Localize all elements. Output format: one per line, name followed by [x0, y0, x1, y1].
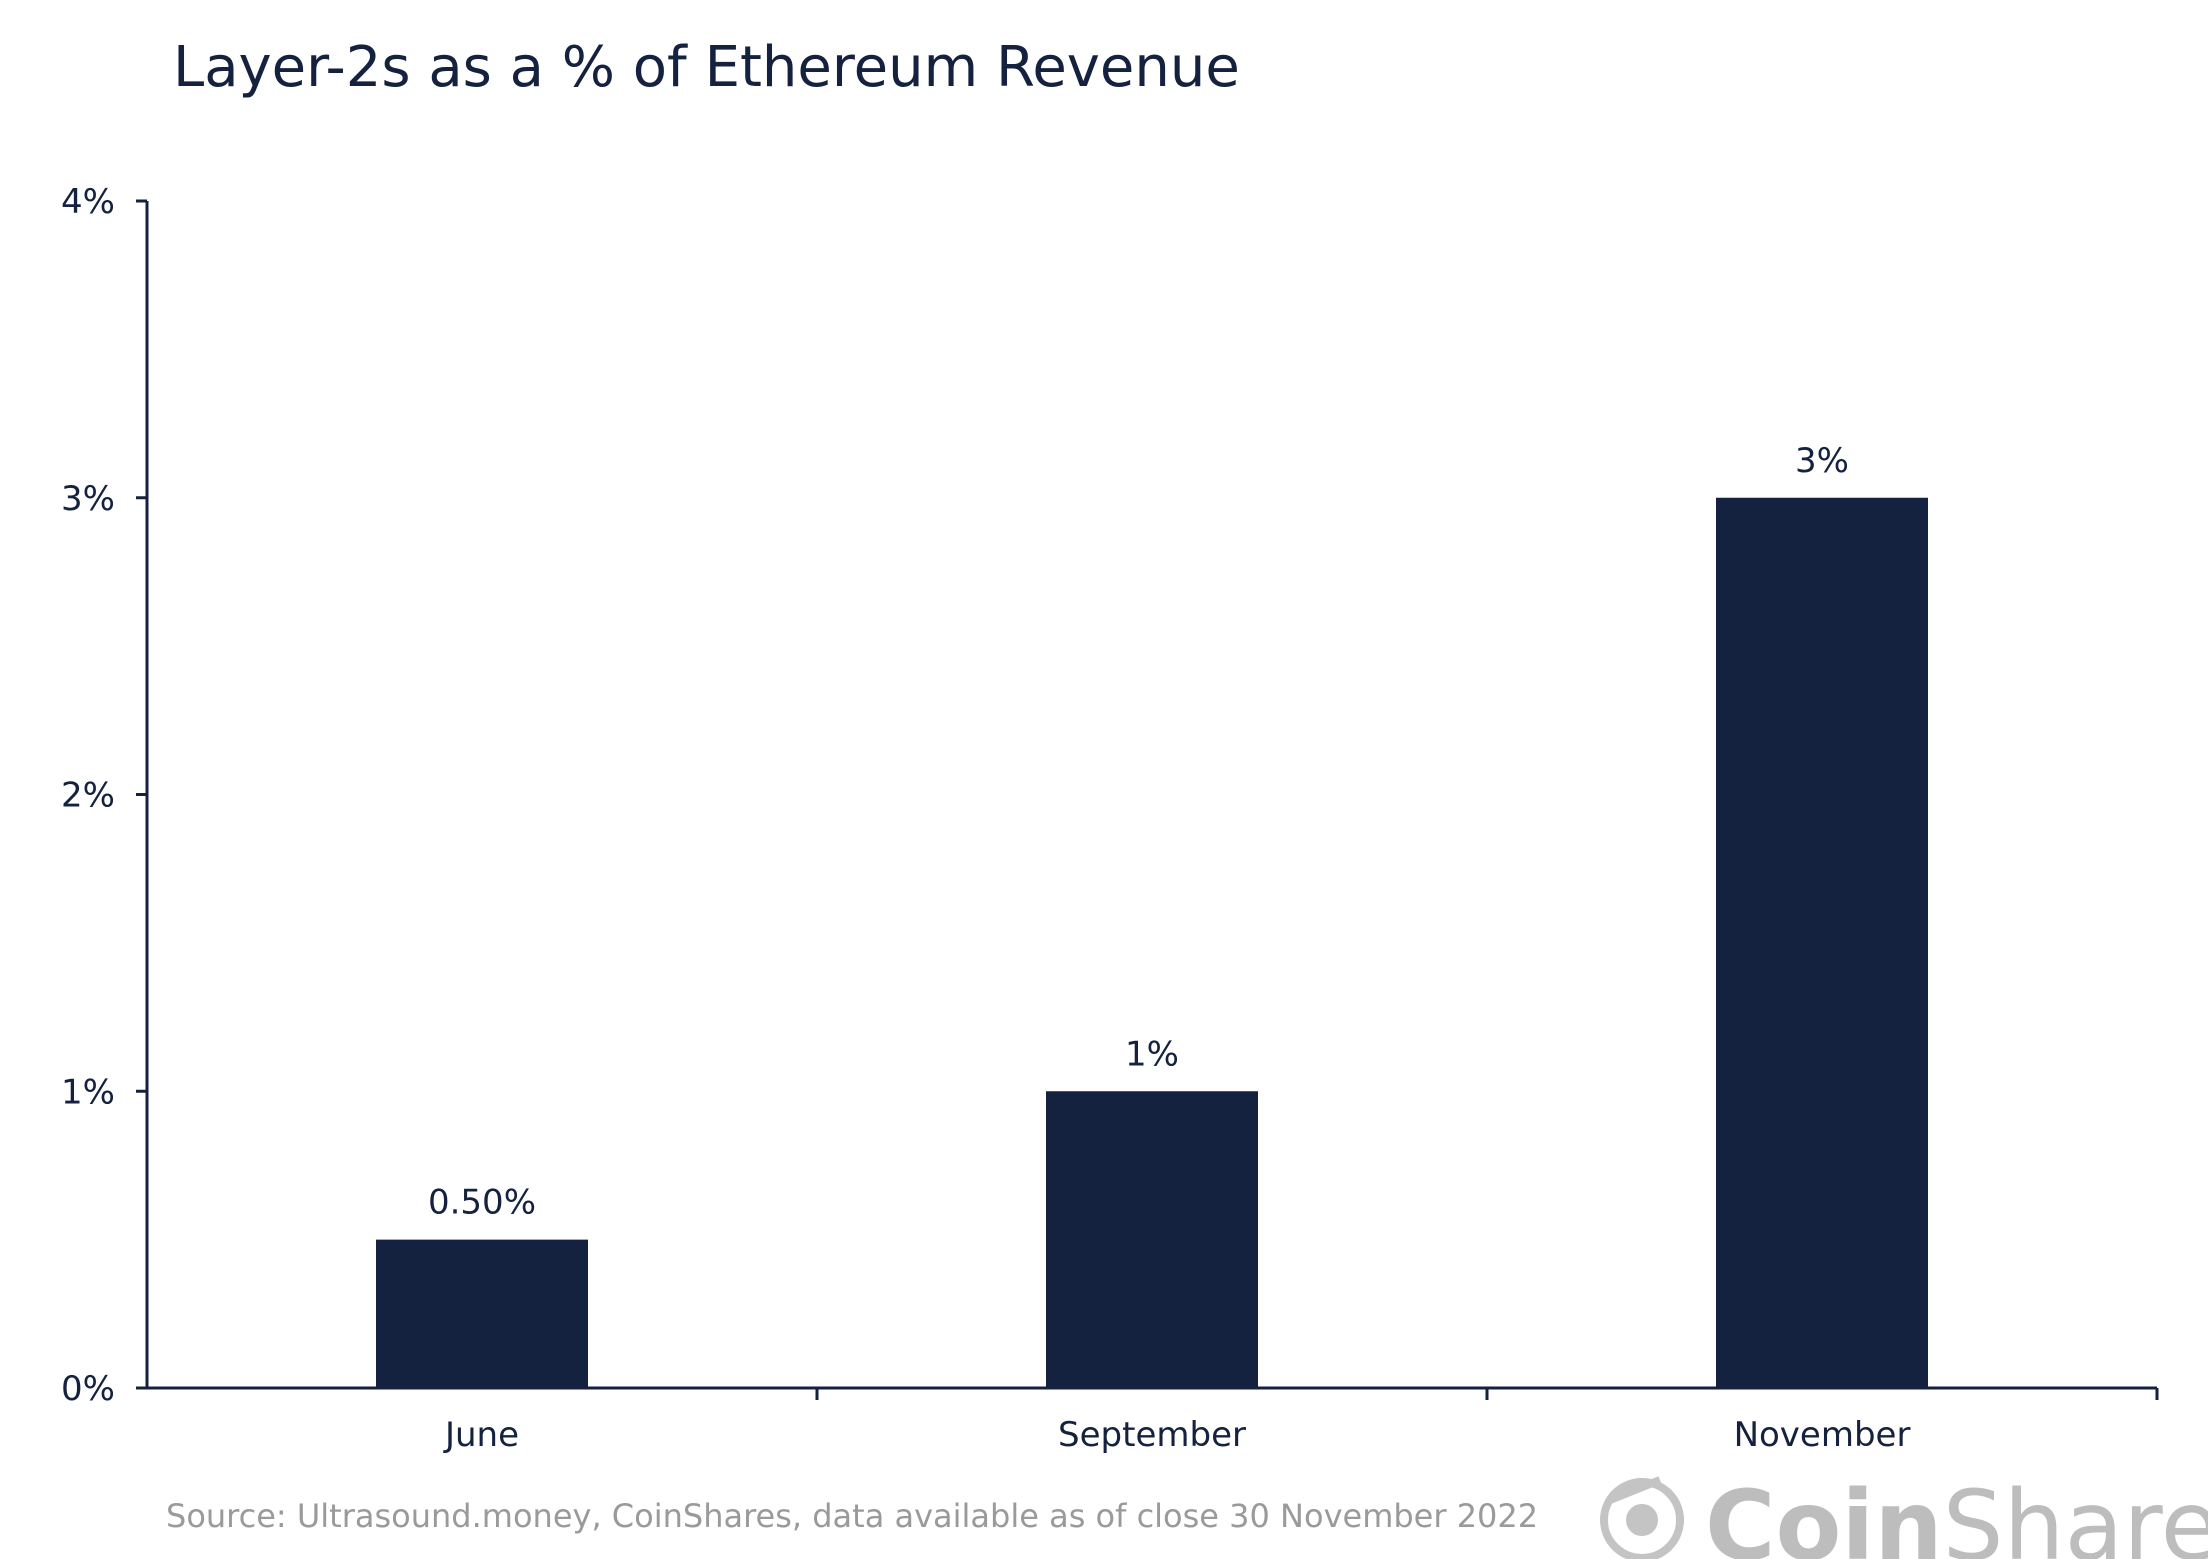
chart-title: Layer-2s as a % of Ethereum Revenue — [173, 35, 1240, 100]
data-labels: 0.50% 1% 3% — [428, 441, 1849, 1223]
x-tick-label: June — [443, 1415, 519, 1455]
y-tick-label: 1% — [61, 1072, 115, 1112]
coinshares-logo-text: CoinShares — [1705, 1470, 2208, 1559]
y-tick-label: 2% — [61, 776, 115, 816]
bar-value-label: 3% — [1795, 441, 1849, 481]
bar — [1716, 497, 1928, 1388]
bar — [1046, 1091, 1258, 1388]
x-axis-ticks: June September November — [443, 1388, 2159, 1455]
x-tick-label: November — [1734, 1415, 1911, 1455]
bars — [376, 497, 1928, 1388]
y-tick-label: 3% — [61, 479, 115, 519]
coinshares-logo-icon — [1600, 1476, 1684, 1559]
y-tick-label: 0% — [61, 1369, 115, 1409]
bar — [376, 1239, 588, 1388]
coinshares-logo-bold: Coin — [1705, 1470, 1943, 1559]
coinshares-logo-light: Shares — [1943, 1470, 2208, 1559]
source-note: Source: Ultrasound.money, CoinShares, da… — [166, 1497, 1538, 1535]
bar-value-label: 1% — [1125, 1034, 1179, 1074]
bar-value-label: 0.50% — [428, 1183, 536, 1223]
y-axis-ticks: 0% 1% 2% 3% 4% — [61, 182, 147, 1409]
coinshares-logo: CoinShares — [1600, 1470, 2208, 1559]
x-tick-label: September — [1058, 1415, 1246, 1455]
y-tick-label: 4% — [61, 182, 115, 222]
